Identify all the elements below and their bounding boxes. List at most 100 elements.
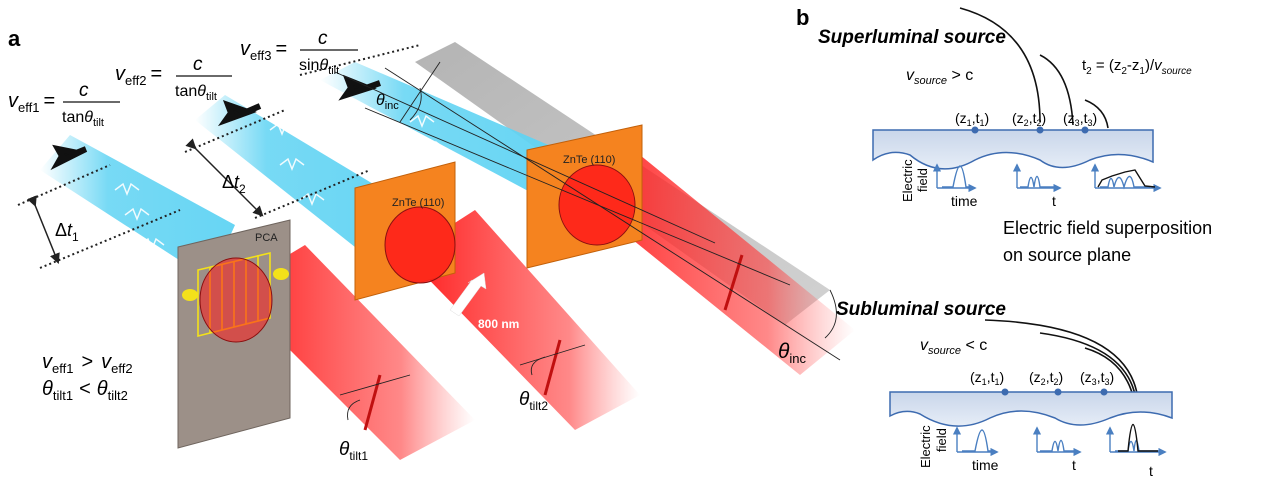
sub-superposition-curve (1118, 424, 1158, 452)
super-point-2 (1036, 126, 1044, 134)
wavelength-label: 800 nm (478, 317, 519, 331)
superluminal-arcs (959, 7, 1109, 129)
sp3-comma: ,t (1080, 110, 1088, 126)
veff2-v: v (115, 63, 126, 85)
theta-inc-right-theta: θ (778, 340, 790, 363)
super-cond-rest: > c (947, 67, 973, 84)
sp2-comma: ,t (1029, 110, 1037, 126)
sp1-close: ) (984, 110, 989, 126)
sub-point-3 (1100, 388, 1108, 396)
veff3-den-sub: tilt (328, 65, 339, 77)
t2-z2: 2 (1121, 66, 1127, 77)
cmp-theta-op: < (79, 378, 91, 400)
bp2-ts: 2 (1053, 377, 1058, 387)
veff1-formula: veff1 = c tanθtilt (8, 80, 120, 129)
super-cond-sub: source (914, 75, 947, 87)
cmp-theta-b: θ (97, 378, 108, 400)
veff1-eq: = (43, 90, 55, 112)
subluminal-condition: vsource < c (920, 337, 987, 357)
veff1-v: v (8, 90, 19, 112)
super-plot-2 (1012, 163, 1062, 193)
thz-wavefronts (114, 114, 445, 252)
super-cond-v: v (906, 67, 915, 84)
super-yaxis-field: field (915, 168, 930, 192)
bp1-open: (z (970, 369, 982, 385)
sub-plot-1 (952, 426, 999, 457)
theta-tilt1-theta: θ (339, 439, 350, 460)
super-point-1 (971, 126, 979, 134)
theta-inc-right-label: θinc (778, 340, 807, 366)
thz-beam-3 (320, 62, 560, 200)
panel-b-label: b (796, 5, 809, 30)
dt1-sub: 1 (72, 230, 79, 244)
super-point-2-label: (z2,t2) (1012, 110, 1046, 128)
bp3-comma: ,t (1097, 369, 1105, 385)
bp1-comma: ,t (987, 369, 995, 385)
subluminal-title: Subluminal source (836, 299, 1006, 320)
pca-laser-spot (199, 257, 273, 343)
bp1-ts: 1 (994, 377, 999, 387)
bp3-close: ) (1109, 369, 1114, 385)
bp1-close: ) (999, 369, 1004, 385)
sp1-comma: ,t (972, 110, 980, 126)
propagation-arrow-1 (50, 144, 88, 171)
svg-text:tanθtilt: tanθtilt (175, 83, 217, 103)
svg-text:veff2=: veff2 = (115, 63, 162, 88)
sub-xaxis-time: time (972, 457, 999, 473)
svg-text:veff1=: veff1 = (8, 90, 55, 115)
sp2-zs: 2 (1024, 118, 1029, 128)
dt2-t: t (234, 172, 240, 192)
superluminal-source-plane (872, 129, 1154, 170)
super-xaxis-time: time (951, 193, 978, 209)
t2-lhs-sub: 2 (1086, 66, 1092, 77)
dt2-arrow (185, 138, 264, 217)
bp3-open: (z (1080, 369, 1092, 385)
super-superposition-curve (1097, 169, 1156, 188)
bp2-close: ) (1058, 369, 1063, 385)
super-point-3-label: (z3,t3) (1063, 110, 1097, 128)
bp2-comma: ,t (1046, 369, 1054, 385)
t2-z1: 1 (1139, 66, 1145, 77)
bp3-ts: 3 (1104, 377, 1109, 387)
theta-inc-top-sub: inc (385, 100, 400, 112)
super-point-1-label: (z1,t1) (955, 110, 989, 128)
veff3-eq: = (275, 38, 287, 60)
sp3-close: ) (1092, 110, 1097, 126)
veff3-sub: eff3 (250, 48, 271, 63)
subluminal-points (1001, 388, 1108, 396)
pca-pad-right (273, 268, 289, 280)
thz-beam-2 (195, 95, 400, 255)
theta-inc-right-sub: inc (789, 351, 806, 366)
sub-point-1 (1001, 388, 1009, 396)
superluminal-condition: vsource > c (906, 67, 973, 87)
bp1-zs: 1 (982, 377, 987, 387)
bp2-zs: 2 (1041, 377, 1046, 387)
sub-cond-v: v (920, 337, 929, 354)
sub-xaxis-t-2: t (1149, 463, 1153, 479)
znte-2-label: ZnTe (110) (563, 154, 615, 166)
theta-tilt2-theta: θ (519, 389, 530, 410)
dt2-delta: Δ (222, 172, 234, 192)
sp1-zs: 1 (967, 118, 972, 128)
sub-plot-2 (1032, 426, 1082, 457)
sp2-close: ) (1041, 110, 1046, 126)
laser-beam-2 (405, 210, 640, 430)
sub-cond-sub: source (928, 345, 961, 357)
znte-1-label: ZnTe (110) (392, 197, 444, 209)
subluminal-source-plane (889, 391, 1173, 427)
sub-point-3-label: (z3,t3) (1080, 369, 1114, 387)
svg-text:tanθtilt: tanθtilt (62, 109, 104, 129)
theta-inc-top-theta: θ (376, 92, 385, 109)
laser-beam-1 (230, 245, 475, 460)
veff3-den-theta: θ (319, 57, 328, 74)
cmp-v-op: > (81, 351, 93, 373)
veff2-den-sub: tilt (206, 91, 217, 103)
dt1-arrow (26, 195, 60, 264)
pca-label: PCA (255, 232, 278, 244)
dt2-sub: 2 (239, 182, 246, 196)
dt1-t: t (67, 220, 73, 240)
veff2-eq: = (150, 63, 162, 85)
cmp-v-a-sub: eff1 (52, 361, 73, 376)
veff2-den-pre: tan (175, 83, 197, 100)
